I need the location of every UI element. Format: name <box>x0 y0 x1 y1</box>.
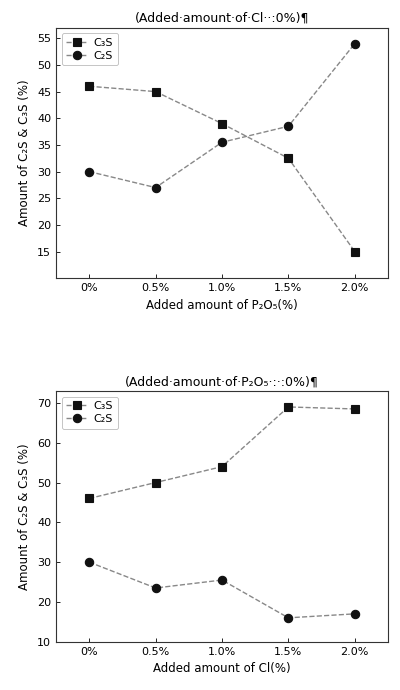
X-axis label: Added amount of Cl(%): Added amount of Cl(%) <box>153 662 291 675</box>
Y-axis label: Amount of C₂S & C₃S (%): Amount of C₂S & C₃S (%) <box>18 79 32 226</box>
C₃S <box>220 462 224 471</box>
C₂S <box>286 613 291 622</box>
Title: (Added·amount·of·P₂O₅·:·:0%)¶: (Added·amount·of·P₂O₅·:·:0%)¶ <box>125 375 319 388</box>
Line: C₃S: C₃S <box>85 403 359 502</box>
Y-axis label: Amount of C₂S & C₃S (%): Amount of C₂S & C₃S (%) <box>18 443 32 590</box>
X-axis label: Added amount of P₂O₅(%): Added amount of P₂O₅(%) <box>146 299 298 312</box>
C₃S <box>352 248 357 256</box>
Line: C₂S: C₂S <box>85 39 359 192</box>
C₃S <box>153 88 158 96</box>
Line: C₃S: C₃S <box>85 82 359 256</box>
Title: (Added·amount·of·Cl··:0%)¶: (Added·amount·of·Cl··:0%)¶ <box>135 12 309 25</box>
C₃S <box>286 403 291 411</box>
C₂S <box>87 558 92 566</box>
C₂S <box>352 610 357 618</box>
C₂S <box>87 168 92 176</box>
Legend: C₃S, C₂S: C₃S, C₂S <box>62 397 118 428</box>
C₃S <box>286 154 291 162</box>
C₃S <box>87 82 92 90</box>
C₂S <box>153 184 158 192</box>
Line: C₂S: C₂S <box>85 558 359 622</box>
C₃S <box>87 494 92 502</box>
C₂S <box>286 122 291 130</box>
C₃S <box>352 405 357 413</box>
C₂S <box>352 39 357 48</box>
Legend: C₃S, C₂S: C₃S, C₂S <box>62 33 118 66</box>
C₂S <box>220 576 224 584</box>
C₂S <box>220 138 224 146</box>
C₂S <box>153 584 158 592</box>
C₃S <box>220 119 224 128</box>
C₃S <box>153 478 158 486</box>
